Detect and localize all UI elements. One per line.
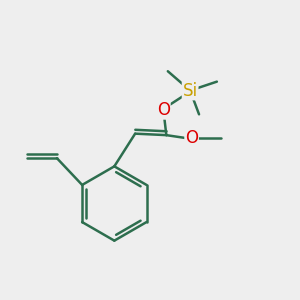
Text: O: O	[157, 101, 170, 119]
Text: Si: Si	[183, 82, 198, 100]
Text: O: O	[185, 129, 198, 147]
